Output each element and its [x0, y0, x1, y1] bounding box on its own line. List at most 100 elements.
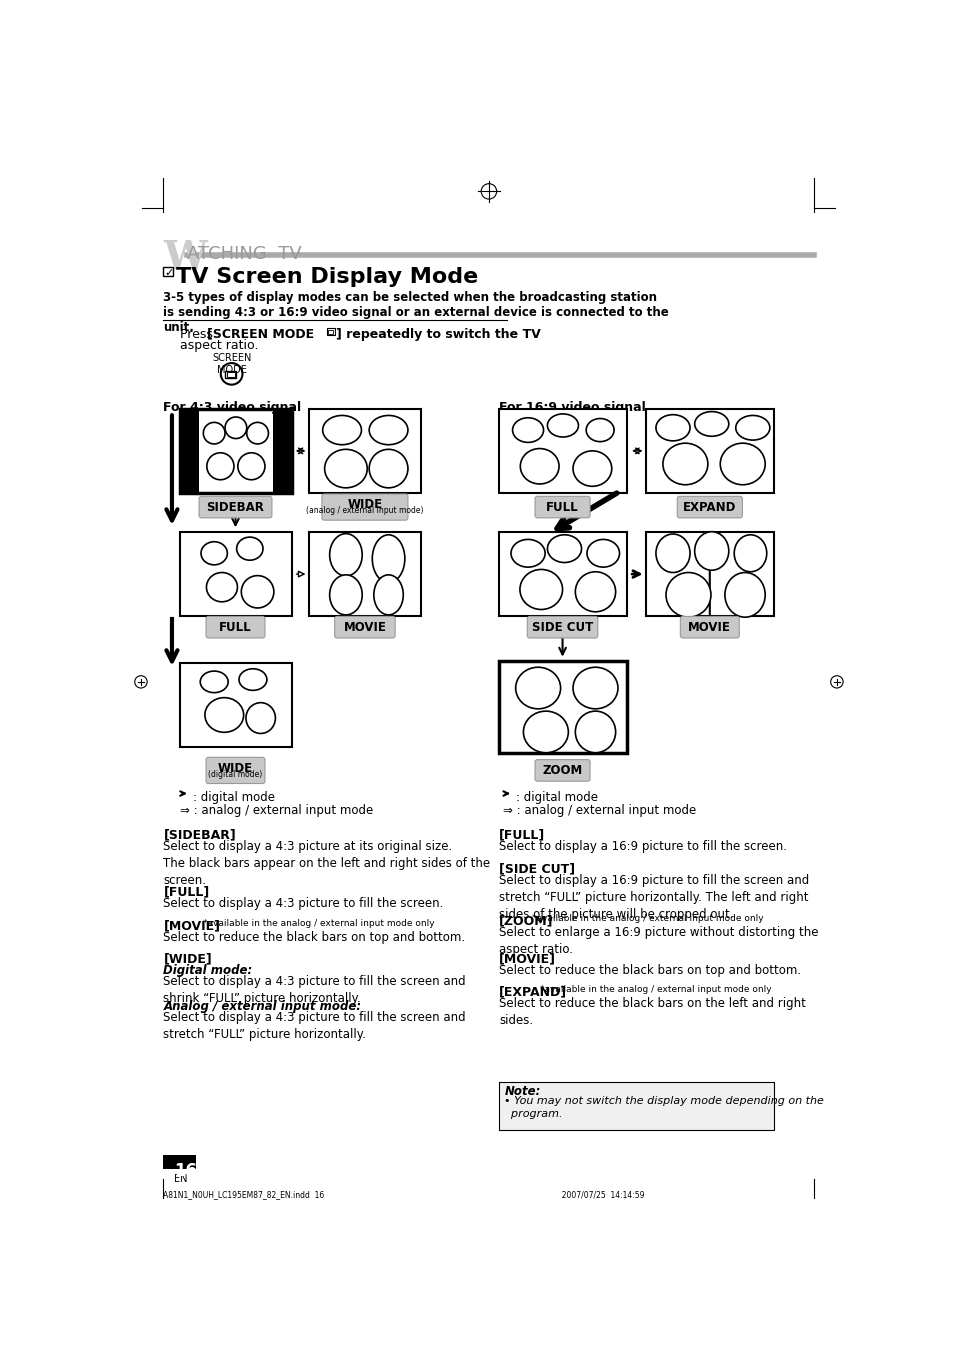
Text: Select to display a 16:9 picture to fill the screen.: Select to display a 16:9 picture to fill…: [498, 840, 786, 854]
Bar: [645, 408, 773, 493]
Ellipse shape: [205, 697, 243, 732]
Ellipse shape: [236, 538, 263, 561]
Text: ZOOM: ZOOM: [542, 763, 582, 777]
Ellipse shape: [372, 535, 404, 582]
Ellipse shape: [523, 711, 568, 753]
FancyBboxPatch shape: [206, 758, 265, 784]
Bar: [645, 532, 773, 616]
Ellipse shape: [575, 711, 615, 753]
Ellipse shape: [547, 535, 581, 562]
Ellipse shape: [207, 453, 233, 480]
Text: Digital mode:: Digital mode:: [163, 965, 253, 978]
Text: *available in the analog / external input mode only: *available in the analog / external inpu…: [203, 919, 435, 928]
Ellipse shape: [246, 703, 275, 734]
Ellipse shape: [575, 571, 615, 612]
Text: ATCHING  TV: ATCHING TV: [187, 245, 302, 262]
Text: : digital mode: : digital mode: [516, 792, 598, 804]
FancyBboxPatch shape: [206, 616, 265, 638]
Text: Select to display a 4:3 picture to fill the screen and
shrink “FULL” picture hor: Select to display a 4:3 picture to fill …: [163, 975, 466, 1005]
Ellipse shape: [720, 443, 764, 485]
Text: • You may not switch the display mode depending on the
  program.: • You may not switch the display mode de…: [504, 1096, 823, 1120]
Text: EN: EN: [174, 1174, 188, 1183]
Bar: [309, 532, 421, 616]
Text: FULL: FULL: [546, 501, 578, 513]
Text: For 4:3 video signal: For 4:3 video signal: [163, 401, 301, 413]
Text: : digital mode: : digital mode: [193, 792, 274, 804]
Bar: [327, 328, 335, 335]
Text: [MOVIE]: [MOVIE]: [498, 952, 556, 965]
Text: [WIDE]: [WIDE]: [163, 952, 212, 965]
Ellipse shape: [241, 576, 274, 608]
Ellipse shape: [547, 413, 578, 436]
Ellipse shape: [239, 669, 267, 690]
Text: MOVIE: MOVIE: [343, 620, 386, 634]
Bar: [163, 1155, 195, 1169]
FancyBboxPatch shape: [199, 496, 272, 517]
Ellipse shape: [585, 419, 614, 442]
Bar: [498, 532, 626, 616]
Ellipse shape: [201, 542, 227, 565]
Ellipse shape: [665, 573, 710, 617]
Bar: [498, 661, 626, 754]
Text: (analog / external input mode): (analog / external input mode): [306, 507, 423, 516]
Ellipse shape: [662, 443, 707, 485]
Ellipse shape: [247, 423, 268, 444]
Ellipse shape: [322, 416, 361, 444]
Text: A81N1_N0UH_LC195EM87_82_EN.indd  16                                             : A81N1_N0UH_LC195EM87_82_EN.indd 16: [163, 1190, 644, 1200]
FancyBboxPatch shape: [535, 759, 590, 781]
Text: EXPAND: EXPAND: [682, 501, 736, 513]
Ellipse shape: [656, 415, 689, 440]
Ellipse shape: [519, 449, 558, 484]
Ellipse shape: [374, 574, 403, 615]
Ellipse shape: [203, 423, 225, 444]
Ellipse shape: [225, 417, 247, 439]
Text: WIDE: WIDE: [347, 499, 382, 511]
Text: Select to reduce the black bars on top and bottom.: Select to reduce the black bars on top a…: [498, 963, 801, 977]
Text: *available in the analog / external input mode only: *available in the analog / external inpu…: [531, 915, 762, 924]
Ellipse shape: [206, 573, 237, 601]
FancyBboxPatch shape: [677, 496, 741, 517]
FancyBboxPatch shape: [679, 616, 739, 638]
Bar: [179, 662, 292, 747]
Ellipse shape: [573, 451, 611, 486]
Ellipse shape: [519, 570, 562, 609]
Text: (digital mode): (digital mode): [208, 770, 262, 778]
Bar: [227, 372, 234, 377]
Text: Select to display a 4:3 picture at its original size.
The black bars appear on t: Select to display a 4:3 picture at its o…: [163, 840, 490, 888]
Ellipse shape: [237, 453, 265, 480]
Text: Select to reduce the black bars on top and bottom.: Select to reduce the black bars on top a…: [163, 931, 465, 943]
Text: [SIDE CUT]: [SIDE CUT]: [498, 862, 575, 875]
Ellipse shape: [330, 534, 362, 576]
Ellipse shape: [573, 667, 618, 709]
Text: Select to enlarge a 16:9 picture without distorting the
aspect ratio.: Select to enlarge a 16:9 picture without…: [498, 925, 818, 957]
Ellipse shape: [694, 532, 728, 570]
FancyBboxPatch shape: [321, 494, 408, 520]
Text: Select to display a 16:9 picture to fill the screen and
stretch “FULL” picture h: Select to display a 16:9 picture to fill…: [498, 874, 808, 921]
Text: FULL: FULL: [219, 620, 252, 634]
Ellipse shape: [324, 450, 367, 488]
Text: [FULL]: [FULL]: [498, 828, 545, 842]
Text: WIDE: WIDE: [217, 762, 253, 774]
Bar: [225, 370, 236, 378]
Text: [FULL]: [FULL]: [163, 885, 210, 898]
Ellipse shape: [200, 671, 228, 693]
Text: [SCREEN MODE: [SCREEN MODE: [207, 328, 314, 340]
Text: [MOVIE]: [MOVIE]: [163, 919, 220, 932]
Bar: [328, 330, 333, 334]
Ellipse shape: [330, 574, 362, 615]
Text: [SIDEBAR]: [SIDEBAR]: [163, 828, 236, 842]
Ellipse shape: [694, 412, 728, 436]
Text: ⇒ : analog / external input mode: ⇒ : analog / external input mode: [502, 804, 696, 816]
Text: aspect ratio.: aspect ratio.: [179, 339, 258, 353]
Ellipse shape: [735, 416, 769, 440]
Text: Press: Press: [179, 328, 216, 340]
Ellipse shape: [511, 539, 544, 567]
Text: [ZOOM]: [ZOOM]: [498, 915, 553, 927]
FancyBboxPatch shape: [335, 616, 395, 638]
Text: SIDEBAR: SIDEBAR: [207, 501, 264, 513]
Text: SIDE CUT: SIDE CUT: [532, 620, 593, 634]
Text: For 16:9 video signal: For 16:9 video signal: [498, 401, 645, 413]
Bar: [163, 267, 172, 276]
Text: 16: 16: [174, 1162, 197, 1179]
Text: MOVIE: MOVIE: [688, 620, 730, 634]
